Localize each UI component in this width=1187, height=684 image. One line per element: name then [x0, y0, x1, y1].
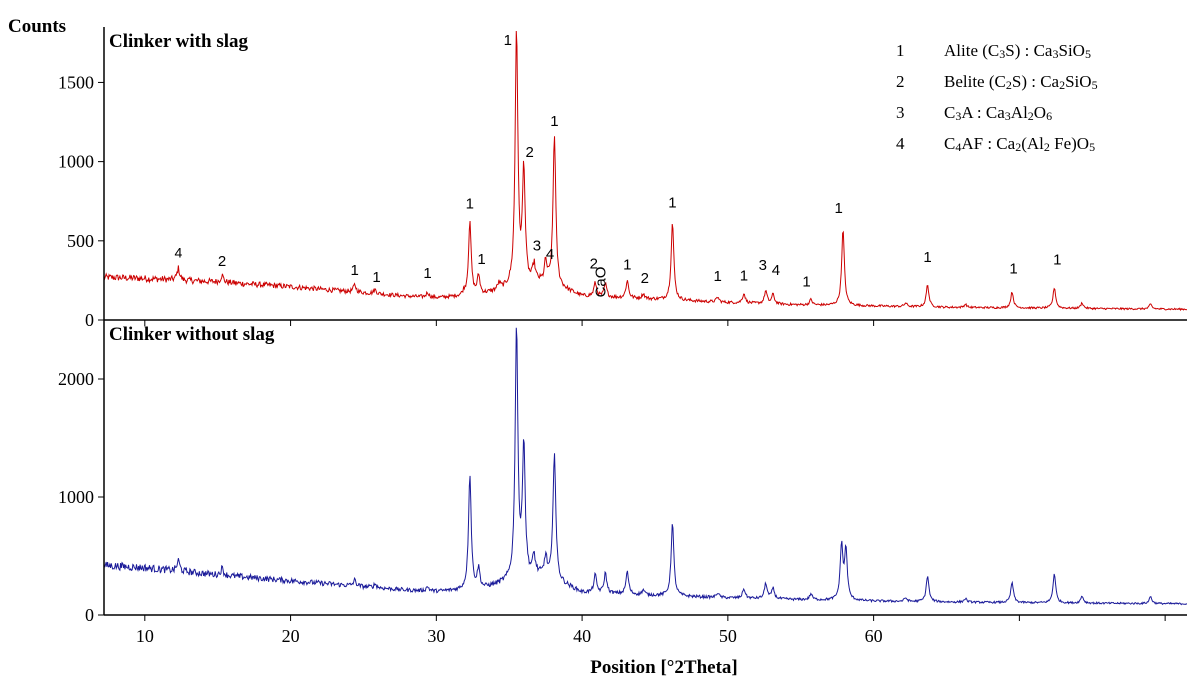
panel-title: Clinker with slag	[109, 31, 249, 52]
y-tick-label: 1000	[58, 152, 94, 172]
peak-label: 1	[1053, 252, 1061, 269]
xrd-trace	[103, 327, 1187, 606]
legend-number: 1	[896, 41, 905, 60]
peak-label: 1	[504, 32, 512, 49]
peak-label: 1	[802, 274, 810, 291]
legend-number: 3	[896, 103, 905, 122]
peak-label: 2	[218, 253, 226, 270]
y-tick-label: 1000	[58, 487, 94, 507]
peak-label: CaO	[592, 267, 609, 298]
peak-label: 1	[1009, 260, 1017, 277]
x-tick-label: 40	[573, 626, 591, 646]
x-tick-label: 20	[282, 626, 300, 646]
peak-label: 1	[466, 195, 474, 212]
y-tick-label: 500	[67, 231, 94, 251]
peak-label: 3	[533, 237, 541, 254]
panel-without-slag: Clinker without slag 0 1000 2000	[58, 324, 1187, 625]
x-tick-label: 50	[719, 626, 737, 646]
peak-label: 1	[550, 113, 558, 130]
y-tick-label: 0	[85, 605, 94, 625]
x-tick-label: 60	[865, 626, 883, 646]
legend-number: 4	[896, 134, 905, 153]
peak-label: 1	[423, 265, 431, 282]
legend-number: 2	[896, 72, 905, 91]
y-tick-label: 2000	[58, 369, 94, 389]
legend-label: C3A : Ca3Al2O6	[944, 103, 1052, 123]
legend-label: Alite (C3S) : Ca3SiO5	[944, 41, 1091, 61]
x-tick-label: 30	[427, 626, 445, 646]
peak-label: 1	[623, 256, 631, 273]
x-tick-label: 10	[136, 626, 154, 646]
peak-label: 1	[668, 195, 676, 212]
peak-label: 4	[174, 244, 182, 260]
peak-label: 2	[590, 256, 598, 273]
peak-label: 1	[372, 269, 380, 286]
peak-label: 1	[834, 200, 842, 217]
peak-label: 1	[923, 249, 931, 266]
xrd-trace	[103, 31, 1187, 312]
legend-label: C4AF : Ca2(Al2 Fe)O5	[944, 134, 1095, 154]
y-tick-label: 1500	[58, 72, 94, 92]
x-axis-title: Position [°2Theta]	[590, 657, 737, 678]
legend-label: Belite (C2S) : Ca2SiO5	[944, 72, 1098, 92]
peak-label: 1	[477, 251, 485, 268]
peak-label: 3	[759, 257, 767, 274]
peak-label: 4	[546, 246, 554, 263]
peak-label: 1	[713, 268, 721, 285]
legend: 1 Alite (C3S) : Ca3SiO5 2 Belite (C2S) : Ca…	[896, 41, 1098, 154]
peak-label: 4	[772, 262, 780, 279]
y-tick-label: 0	[85, 310, 94, 330]
y-axis-title: Counts	[8, 16, 66, 37]
panel-title: Clinker without slag	[109, 324, 275, 345]
peak-label: 2	[525, 144, 533, 161]
peak-label: 2	[641, 270, 649, 287]
peak-label: 1	[740, 267, 748, 284]
peak-label: 1	[351, 262, 359, 279]
